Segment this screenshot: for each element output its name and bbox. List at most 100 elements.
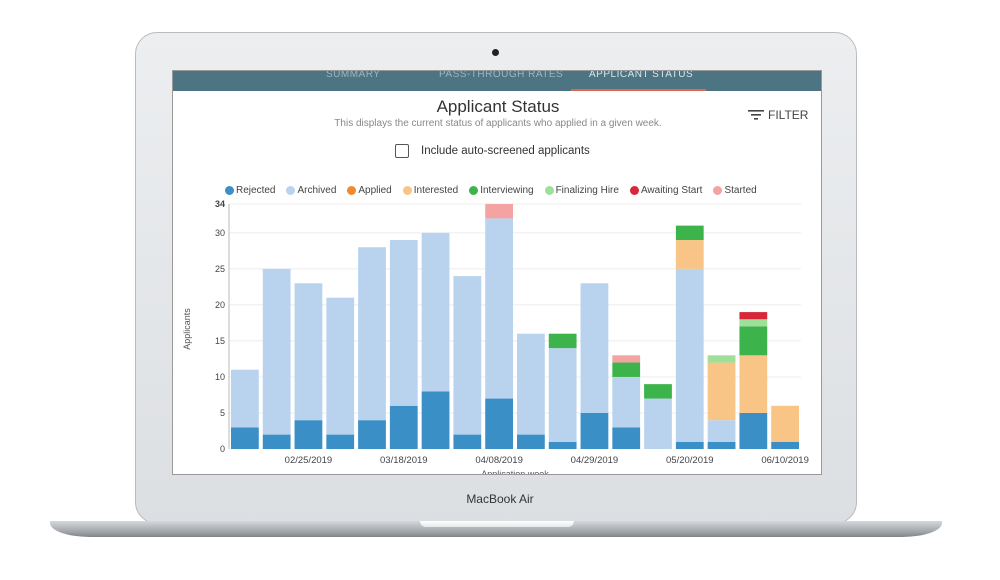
legend-dot-icon: [629, 186, 639, 195]
bar-segment-rejected: [739, 412, 768, 449]
y-tick-label: 10: [215, 372, 225, 382]
bar-segment-rejected: [262, 434, 291, 449]
filter-label: FILTER: [768, 108, 809, 122]
bar-segment-archived: [612, 376, 641, 428]
legend-item[interactable]: Archived: [286, 185, 336, 196]
bar-segment-rejected: [389, 405, 418, 449]
legend-label: Awaiting Start: [640, 185, 703, 196]
bar-segment-rejected: [517, 434, 545, 449]
legend-label: Interested: [413, 185, 459, 196]
laptop-notch: [420, 521, 574, 527]
bar-segment-rejected: [548, 441, 577, 449]
y-tick-label: 5: [220, 408, 225, 418]
bar-segment-rejected: [326, 434, 355, 449]
filter-lines-icon: [748, 110, 764, 120]
bar-segment-archived: [294, 283, 323, 421]
page-title: Applicant Status: [436, 97, 560, 116]
bar-segment-finalizing-hire: [739, 319, 768, 327]
y-tick-label: 15: [215, 336, 225, 346]
legend-item[interactable]: Rejected: [225, 185, 275, 196]
auto-screened-label: Include auto-screened applicants: [421, 145, 590, 157]
bar-segment-rejected: [707, 441, 736, 449]
chart-legend: Rejected Archived Applied Interested Intervi…: [225, 185, 757, 196]
bar-segment-finalizing-hire: [707, 355, 736, 363]
y-tick-label: 20: [215, 300, 225, 310]
x-tick-label: 03/18/2019: [380, 455, 428, 466]
bar-segment-archived: [389, 240, 418, 406]
bar-segment-archived: [231, 369, 259, 428]
bar-segment-awaiting-start: [739, 312, 768, 320]
bar-segment-interested: [707, 362, 736, 421]
legend-label: Interviewing: [480, 185, 534, 196]
legend-item[interactable]: Awaiting Start: [629, 185, 703, 196]
legend-dot-icon: [713, 186, 723, 195]
x-tick-label: 04/08/2019: [475, 455, 523, 466]
stacked-bar-chart: 0 5 10 15 20 25 30 34 02/25/2019 03/18/2019 04/08/…: [182, 199, 809, 475]
legend-dot-icon: [402, 186, 412, 195]
legend-dot-icon: [347, 186, 357, 195]
bar-segment-rejected: [771, 441, 799, 449]
legend-label: Applied: [358, 185, 392, 196]
x-tick-label: 06/10/2019: [761, 455, 809, 466]
auto-screened-checkbox[interactable]: [395, 144, 409, 158]
bar-segment-archived: [262, 268, 291, 435]
legend-item[interactable]: Interviewing: [469, 185, 534, 196]
tab-applicant-status[interactable]: APPLICANT STATUS: [571, 71, 706, 91]
bar-segment-archived: [548, 348, 577, 442]
bar-segment-archived: [644, 398, 672, 449]
x-axis-label: Application week: [481, 469, 549, 475]
legend-label: Started: [724, 185, 757, 196]
y-tick-label: 0: [220, 444, 225, 454]
bar-segment-interviewing: [548, 333, 577, 349]
bar-segment-rejected: [675, 441, 704, 449]
bar-segment-archived: [517, 333, 545, 435]
bar-segment-archived: [707, 420, 736, 442]
bar-segment-interviewing: [612, 362, 641, 377]
bar-segment-archived: [580, 283, 609, 413]
y-tick-label: 25: [215, 264, 225, 274]
legend-dot-icon: [469, 186, 479, 195]
x-tick-label: 05/20/2019: [666, 455, 714, 466]
legend-dot-icon: [544, 186, 554, 195]
x-tick-label: 04/29/2019: [571, 455, 619, 466]
legend-item[interactable]: Applied: [347, 185, 392, 196]
tab-bar: SUMMARY PASS-THROUGH RATES APPLICANT STA…: [173, 71, 821, 91]
legend-item[interactable]: Finalizing Hire: [544, 185, 619, 196]
bar-segment-interviewing: [675, 225, 704, 241]
bar-segment-rejected: [485, 398, 513, 449]
legend-label: Archived: [297, 185, 337, 196]
bar-segment-started: [612, 355, 641, 363]
bar-segment-archived: [675, 268, 704, 442]
bar-segment-archived: [326, 297, 355, 435]
bar-segment-archived: [358, 247, 386, 421]
bar-segment-archived: [421, 232, 450, 392]
device-label: MacBook Air: [466, 492, 534, 506]
legend-item[interactable]: Interested: [402, 185, 459, 196]
bar-segment-started: [485, 204, 513, 219]
legend-item[interactable]: Started: [713, 185, 757, 196]
tab-summary[interactable]: SUMMARY: [326, 70, 381, 80]
legend-label: Rejected: [236, 185, 276, 196]
legend-dot-icon: [225, 186, 234, 195]
bar-segment-rejected: [294, 420, 323, 449]
bar-segment-rejected: [231, 427, 259, 449]
bar-segment-interested: [771, 405, 799, 442]
bar-segment-archived: [485, 218, 513, 399]
laptop-base: [50, 521, 942, 537]
x-tick-label: 02/25/2019: [285, 455, 333, 466]
bar-segment-archived: [453, 276, 482, 435]
bar-segment-interested: [675, 240, 704, 269]
filter-button[interactable]: FILTER: [748, 108, 808, 122]
y-tick-label: 30: [215, 228, 225, 238]
camera-icon: [492, 49, 499, 56]
bar-segment-interviewing: [644, 384, 672, 399]
y-axis-label: Applicants: [182, 308, 192, 350]
bar-segment-rejected: [421, 391, 450, 449]
page-subtitle: This displays the current status of appl…: [334, 118, 662, 129]
bar-segment-rejected: [612, 427, 641, 449]
bar-segment-interviewing: [739, 326, 768, 356]
bar-segment-rejected: [453, 434, 482, 449]
tab-pass-through-rates[interactable]: PASS-THROUGH RATES: [439, 70, 564, 80]
bar-segment-rejected: [358, 420, 386, 449]
legend-label: Finalizing Hire: [555, 185, 619, 196]
